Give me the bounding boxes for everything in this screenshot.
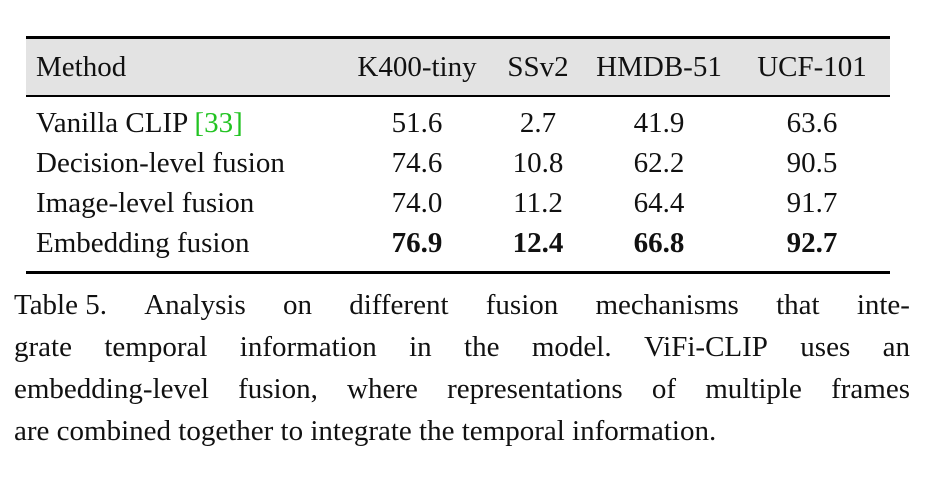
caption-word: fusion, [238,373,318,405]
caption-word: fusion [485,289,559,321]
caption-word: embedding-level [14,373,209,405]
method-cell: Decision-level fusion [36,146,285,179]
header-ucf101: UCF-101 [757,50,867,83]
table-row: Vanilla CLIP [33] 51.6 2.7 41.9 63.6 [26,103,890,143]
value-cell: 91.7 [786,186,838,219]
citation-link[interactable]: [33] [194,106,243,139]
caption-word: different [349,289,449,321]
value-cell: 10.8 [512,146,564,179]
caption-word: representations [447,373,623,405]
table-caption: Table 5. Analysis on different fusion me… [14,284,910,452]
header-hmdb51: HMDB-51 [596,50,722,83]
value-cell: 41.9 [633,106,685,139]
caption-word: on [282,289,312,321]
caption-word: that [776,289,820,321]
value-cell: 74.0 [391,186,443,219]
table-row-best: Embedding fusion 76.9 12.4 66.8 92.7 [26,223,890,263]
caption-line-3: embedding-level fusion, where representa… [14,368,910,410]
caption-word: inte- [856,289,910,321]
caption-line-2: grate temporal information in the model.… [14,326,910,368]
caption-word: mechanisms [595,289,739,321]
value-cell: 2.7 [519,106,557,139]
caption-word: grate [14,331,72,363]
caption-word: ViFi-CLIP [643,331,768,363]
results-table: Method K400-tiny SSv2 HMDB-51 UCF-101 Va… [26,36,890,274]
method-cell: Embedding fusion [36,226,250,259]
value-cell: 90.5 [786,146,838,179]
table-header-row: Method K400-tiny SSv2 HMDB-51 UCF-101 [26,39,890,95]
best-value-cell: 92.7 [786,226,838,259]
value-cell: 62.2 [633,146,685,179]
caption-word: in [409,331,432,363]
caption-word: frames [831,373,910,405]
best-value-cell: 66.8 [633,226,685,259]
value-cell: 11.2 [513,186,563,219]
caption-word: information [239,331,377,363]
best-value-cell: 12.4 [512,226,564,259]
value-cell: 51.6 [391,106,443,139]
method-label: Vanilla CLIP [36,106,195,139]
caption-word: uses [800,331,851,363]
caption-line-1: Table 5. Analysis on different fusion me… [14,284,910,326]
header-ssv2: SSv2 [507,50,569,83]
caption-word: multiple [705,373,802,405]
table-body: Vanilla CLIP [33] 51.6 2.7 41.9 63.6 Dec… [26,97,890,263]
caption-word: an [882,331,910,363]
method-cell: Image-level fusion [36,186,255,219]
value-cell: 74.6 [391,146,443,179]
mid-rule [26,95,890,97]
caption-line-4: are combined together to integrate the t… [14,415,717,447]
bottom-rule [26,271,890,274]
value-cell: 64.4 [633,186,685,219]
caption-word: model. [531,331,612,363]
caption-word: temporal [104,331,208,363]
best-value-cell: 76.9 [391,226,443,259]
caption-word: where [347,373,418,405]
caption-word: Table 5. [14,289,107,321]
table-row: Image-level fusion 74.0 11.2 64.4 91.7 [26,183,890,223]
header-k400-tiny: K400-tiny [357,50,477,83]
top-rule [26,36,890,39]
value-cell: 63.6 [786,106,838,139]
caption-word: the [464,331,500,363]
method-cell: Vanilla CLIP [33] [26,107,342,140]
caption-word: of [651,373,676,405]
table-row: Decision-level fusion 74.6 10.8 62.2 90.… [26,143,890,183]
header-method: Method [36,50,127,83]
caption-word: Analysis [144,289,246,321]
